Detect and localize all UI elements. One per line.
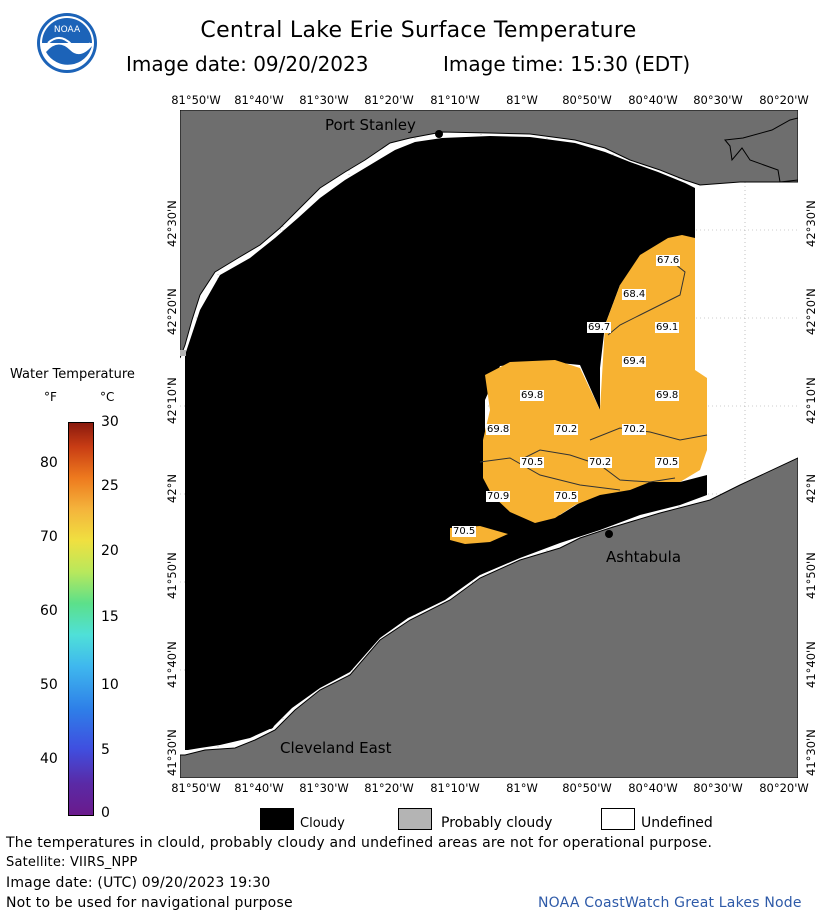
lon-label-top: 80°50'W <box>562 93 612 107</box>
lat-label-left: 42°N <box>165 474 179 503</box>
lon-label-bottom: 81°50'W <box>171 781 221 795</box>
lat-label-right: 42°N <box>804 474 818 503</box>
colorbar-f-tick: 40 <box>40 751 58 767</box>
temperature-colorbar <box>68 422 94 816</box>
lat-label-left: 42°20'N <box>165 288 179 335</box>
temp-label: 68.4 <box>622 289 647 300</box>
colorbar-f-tick: 50 <box>40 677 58 693</box>
lat-label-right: 41°30'N <box>804 729 818 776</box>
lon-label-bottom: 81°W <box>506 781 538 795</box>
lat-label-left: 41°30'N <box>165 729 179 776</box>
lat-label-right: 41°40'N <box>804 641 818 688</box>
colorbar-c-tick: 25 <box>101 478 119 494</box>
credit-link[interactable]: NOAA CoastWatch Great Lakes Node <box>538 895 802 911</box>
probably-cloudy-area <box>180 350 186 356</box>
temp-label: 69.7 <box>587 322 612 333</box>
lat-label-left: 42°10'N <box>165 377 179 424</box>
colorbar-c-tick: 0 <box>101 805 110 821</box>
temp-label: 69.8 <box>520 390 545 401</box>
port-stanley-label: Port Stanley <box>325 116 416 134</box>
utc-date-text: Image date: (UTC) 09/20/2023 19:30 <box>6 875 271 891</box>
lat-label-right: 42°10'N <box>804 377 818 424</box>
svg-text:NOAA: NOAA <box>54 25 81 35</box>
ashtabula-dot <box>605 530 613 538</box>
south-shore-land <box>180 457 798 778</box>
lon-label-bottom: 81°40'W <box>234 781 284 795</box>
temp-label: 70.5 <box>520 457 545 468</box>
ashtabula-label: Ashtabula <box>606 548 682 566</box>
legend-undefined-label: Undefined <box>641 815 713 831</box>
lat-label-right: 41°50'N <box>804 552 818 599</box>
image-date: Image date: 09/20/2023 <box>126 52 369 76</box>
navigation-warning: Not to be used for navigational purpose <box>6 895 293 911</box>
colorbar-c-tick: 20 <box>101 543 119 559</box>
colorbar-title: Water Temperature <box>10 367 135 382</box>
noaa-logo: NOAA <box>37 13 97 73</box>
temp-label: 70.5 <box>655 457 680 468</box>
lon-label-top: 81°W <box>506 93 538 107</box>
colorbar-c-header: °C <box>100 390 115 404</box>
north-shore-land <box>180 110 798 359</box>
lon-label-top: 80°20'W <box>759 93 809 107</box>
colorbar-c-tick: 30 <box>101 414 119 430</box>
disclaimer-text: The temperatures in clould, probably clo… <box>6 835 713 851</box>
temp-label: 70.2 <box>554 424 579 435</box>
temp-label: 69.8 <box>655 390 680 401</box>
colorbar-c-tick: 15 <box>101 609 119 625</box>
lat-label-right: 42°30'N <box>804 200 818 247</box>
lon-label-top: 81°50'W <box>171 93 221 107</box>
cleveland-east-label: Cleveland East <box>280 739 392 757</box>
lon-label-bottom: 80°30'W <box>693 781 743 795</box>
image-time: Image time: 15:30 (EDT) <box>443 52 691 76</box>
temp-label: 69.1 <box>655 322 680 333</box>
lon-label-bottom: 81°10'W <box>430 781 480 795</box>
temp-label: 70.5 <box>452 526 477 537</box>
legend-probably-cloudy-label: Probably cloudy <box>441 815 553 831</box>
temp-label: 70.9 <box>486 491 511 502</box>
colorbar-c-tick: 5 <box>101 742 110 758</box>
temp-label: 67.6 <box>656 255 681 266</box>
colorbar-f-header: °F <box>44 390 57 404</box>
lake-erie-map <box>180 110 798 778</box>
legend-cloudy-swatch <box>260 808 294 830</box>
lat-label-left: 41°50'N <box>165 552 179 599</box>
lat-label-left: 42°30'N <box>165 200 179 247</box>
temp-label: 70.5 <box>554 491 579 502</box>
lon-label-top: 80°40'W <box>628 93 678 107</box>
lon-label-bottom: 81°20'W <box>364 781 414 795</box>
legend-undefined-swatch <box>601 808 635 830</box>
colorbar-f-tick: 60 <box>40 603 58 619</box>
colorbar-f-tick: 70 <box>40 529 58 545</box>
lon-label-top: 80°30'W <box>693 93 743 107</box>
lon-label-top: 81°20'W <box>364 93 414 107</box>
map-title: Central Lake Erie Surface Temperature <box>200 18 637 43</box>
lon-label-bottom: 80°40'W <box>628 781 678 795</box>
temp-label: 69.8 <box>486 424 511 435</box>
cloudy-area <box>185 136 707 750</box>
lon-label-top: 81°30'W <box>299 93 349 107</box>
cleveland-east-dot <box>266 721 274 729</box>
colorbar-c-tick: 10 <box>101 677 119 693</box>
lon-label-bottom: 80°20'W <box>759 781 809 795</box>
lon-label-top: 81°40'W <box>234 93 284 107</box>
colorbar-f-tick: 80 <box>40 455 58 471</box>
legend-cloudy-label: Cloudy <box>300 816 345 831</box>
port-stanley-dot <box>435 130 443 138</box>
lat-label-left: 41°40'N <box>165 641 179 688</box>
temp-label: 69.4 <box>622 356 647 367</box>
temp-label: 70.2 <box>588 457 613 468</box>
legend-probably-cloudy-swatch <box>398 808 432 830</box>
lon-label-top: 81°10'W <box>430 93 480 107</box>
lat-label-right: 42°20'N <box>804 288 818 335</box>
lon-label-bottom: 80°50'W <box>562 781 612 795</box>
temp-label: 70.2 <box>622 424 647 435</box>
satellite-text: Satellite: VIIRS_NPP <box>6 855 138 870</box>
lon-label-bottom: 81°30'W <box>299 781 349 795</box>
